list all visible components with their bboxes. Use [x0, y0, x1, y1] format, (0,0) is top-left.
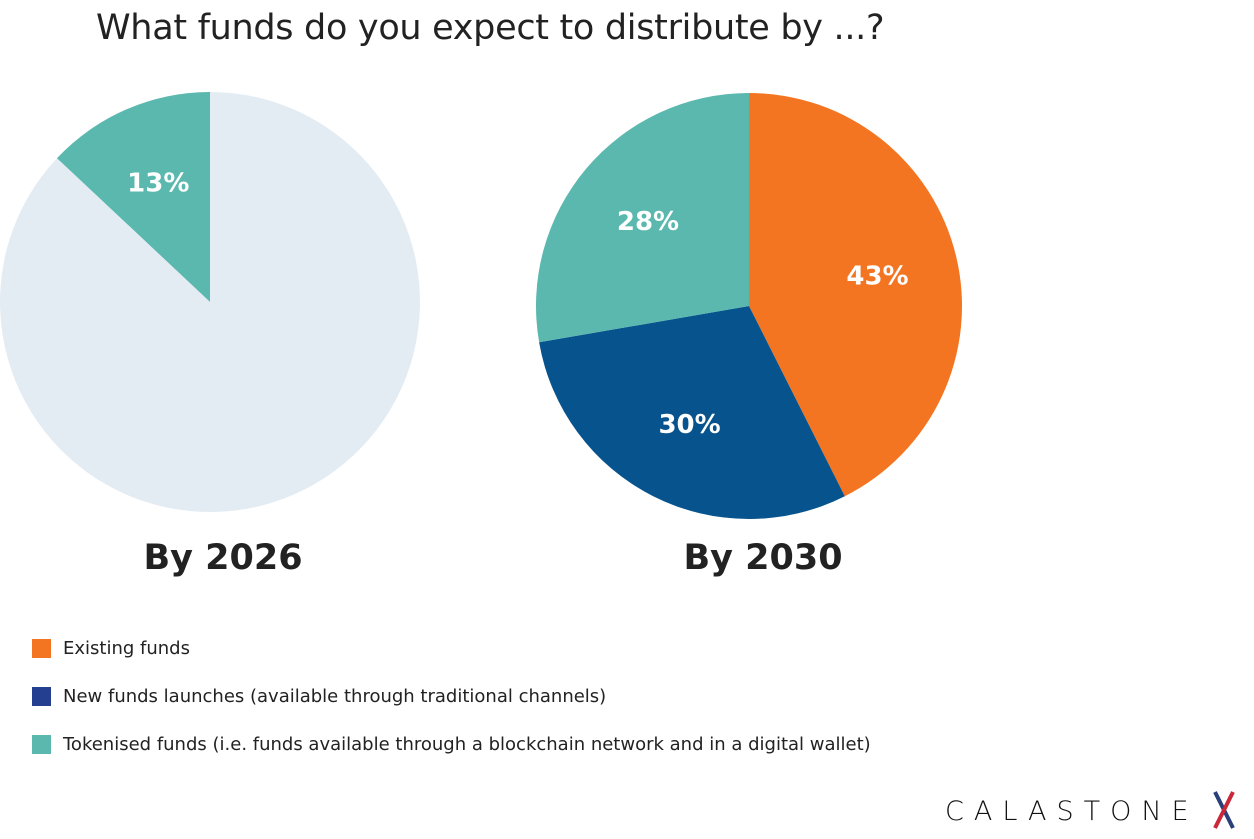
pie-0-label-0: 13%: [127, 169, 189, 199]
legend: Existing funds New funds launches (avail…: [32, 636, 871, 780]
calastone-x-icon: [1213, 791, 1235, 829]
pie-0-slice-1: [0, 92, 421, 512]
legend-item-new: New funds launches (available through tr…: [32, 684, 871, 708]
legend-swatch: [32, 638, 51, 658]
pie-1-slice-1: [539, 306, 845, 519]
legend-label: Tokenised funds (i.e. funds available th…: [63, 733, 871, 755]
pie-caption-2030: By 2030: [683, 538, 843, 578]
legend-swatch: [32, 734, 51, 754]
pie-1-label-2: 28%: [617, 207, 679, 237]
pie-1-slice-2: [536, 93, 749, 343]
chart-title: What funds do you expect to distribute b…: [96, 8, 885, 48]
pie-caption-2026: By 2026: [143, 538, 303, 578]
pie-1-label-0: 43%: [846, 261, 908, 291]
legend-item-existing: Existing funds: [32, 636, 871, 660]
legend-label: Existing funds: [63, 637, 190, 659]
pie-1-slice-0: [749, 93, 962, 497]
legend-item-tokenised: Tokenised funds (i.e. funds available th…: [32, 732, 871, 756]
pie-1-label-1: 30%: [658, 410, 720, 440]
pie-0-slice-0: [56, 92, 210, 302]
calastone-logo: CALASTONE: [945, 796, 1199, 827]
legend-swatch: [32, 686, 51, 706]
legend-label: New funds launches (available through tr…: [63, 685, 607, 707]
